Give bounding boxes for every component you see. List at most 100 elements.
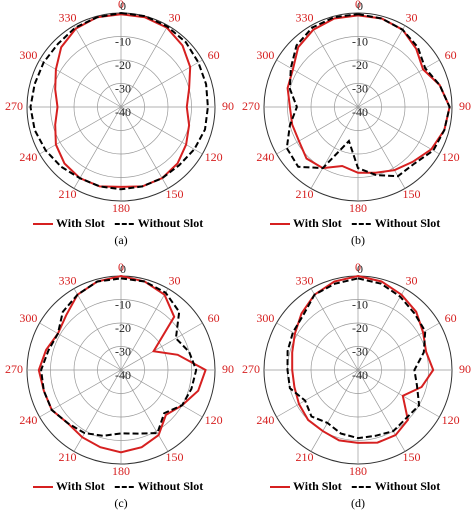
spoke	[357, 322, 440, 371]
legend-label: With Slot	[293, 479, 342, 493]
angle-label: 120	[205, 413, 223, 427]
angle-label: 270	[242, 362, 260, 376]
spoke	[276, 59, 359, 108]
angle-label: 90	[459, 362, 471, 376]
legend-label: Without Slot	[375, 479, 440, 493]
angle-label: 0	[355, 0, 361, 11]
legend-label: With Slot	[56, 216, 105, 230]
spoke	[120, 25, 169, 108]
angle-label: 210	[296, 450, 314, 464]
r-tick-label: -40	[352, 368, 368, 382]
r-tick-label: -20	[352, 58, 368, 72]
angle-label: 150	[166, 187, 184, 201]
spoke	[73, 106, 122, 189]
angle-label: 300	[256, 311, 274, 325]
r-tick-label: 0	[120, 0, 126, 13]
angle-label: 120	[442, 150, 460, 164]
spoke	[357, 25, 406, 108]
spoke	[120, 59, 203, 108]
angle-label: 300	[19, 48, 37, 62]
r-tick-label: -20	[115, 58, 131, 72]
spoke	[120, 369, 169, 452]
angle-label: 90	[222, 99, 234, 113]
spoke	[39, 59, 122, 108]
angle-label: 210	[296, 187, 314, 201]
angle-label: 270	[242, 99, 260, 113]
angle-label: 270	[5, 99, 23, 113]
angle-label: 0	[118, 0, 124, 11]
r-tick-label: -20	[352, 321, 368, 335]
r-tick-label: 0	[120, 262, 126, 276]
spoke	[310, 369, 359, 452]
spoke	[39, 369, 122, 418]
angle-label: 90	[459, 99, 471, 113]
spoke	[357, 369, 406, 452]
angle-label: 150	[166, 450, 184, 464]
spoke	[73, 25, 122, 108]
spoke	[310, 25, 359, 108]
r-tick-label: -30	[115, 344, 131, 358]
legend-label: Without Slot	[375, 216, 440, 230]
angle-label: 180	[349, 201, 367, 215]
pattern-line	[54, 13, 192, 188]
angle-label: 180	[112, 201, 130, 215]
angle-label: 240	[19, 413, 37, 427]
r-tick-label: -20	[115, 321, 131, 335]
angle-label: 30	[169, 10, 181, 24]
spoke	[276, 369, 359, 418]
r-tick-label: -10	[115, 34, 131, 48]
r-tick-label: 0	[357, 262, 363, 276]
spoke	[276, 106, 359, 155]
spoke	[73, 369, 122, 452]
legend-label: Without Slot	[138, 479, 203, 493]
caption: (d)	[351, 496, 365, 510]
angle-label: 300	[19, 311, 37, 325]
pattern-line	[286, 277, 427, 440]
pattern-line	[291, 274, 435, 444]
angle-label: 120	[205, 150, 223, 164]
spoke	[39, 322, 122, 371]
r-tick-label: -40	[115, 368, 131, 382]
r-tick-label: -10	[352, 297, 368, 311]
spoke	[120, 322, 203, 371]
angle-label: 150	[403, 450, 421, 464]
angle-label: 60	[445, 48, 457, 62]
angle-label: 0	[118, 260, 124, 274]
angle-label: 330	[296, 10, 314, 24]
angle-label: 270	[5, 362, 23, 376]
angle-label: 30	[406, 10, 418, 24]
r-tick-label: -40	[115, 105, 131, 119]
spoke	[120, 288, 169, 371]
caption: (b)	[351, 233, 365, 247]
caption: (c)	[114, 496, 127, 510]
spoke	[357, 59, 440, 108]
spoke	[357, 288, 406, 371]
angle-label: 30	[169, 273, 181, 287]
angle-label: 210	[59, 450, 77, 464]
spoke	[276, 322, 359, 371]
spoke	[120, 369, 203, 418]
angle-label: 180	[112, 464, 130, 478]
angle-label: 330	[59, 10, 77, 24]
r-tick-label: -10	[352, 34, 368, 48]
angle-label: 240	[256, 413, 274, 427]
pattern-line	[286, 14, 451, 174]
legend-label: With Slot	[56, 479, 105, 493]
spoke	[39, 106, 122, 155]
r-tick-label: -30	[352, 344, 368, 358]
spoke	[310, 106, 359, 189]
spoke	[357, 369, 440, 418]
angle-label: 0	[355, 260, 361, 274]
r-tick-label: -30	[115, 81, 131, 95]
angle-label: 150	[403, 187, 421, 201]
angle-label: 60	[208, 311, 220, 325]
angle-label: 330	[59, 273, 77, 287]
spoke	[73, 288, 122, 371]
r-tick-label: -30	[352, 81, 368, 95]
angle-label: 60	[445, 311, 457, 325]
angle-label: 90	[222, 362, 234, 376]
angle-label: 180	[349, 464, 367, 478]
angle-label: 60	[208, 48, 220, 62]
spoke	[310, 288, 359, 371]
angle-label: 330	[296, 273, 314, 287]
